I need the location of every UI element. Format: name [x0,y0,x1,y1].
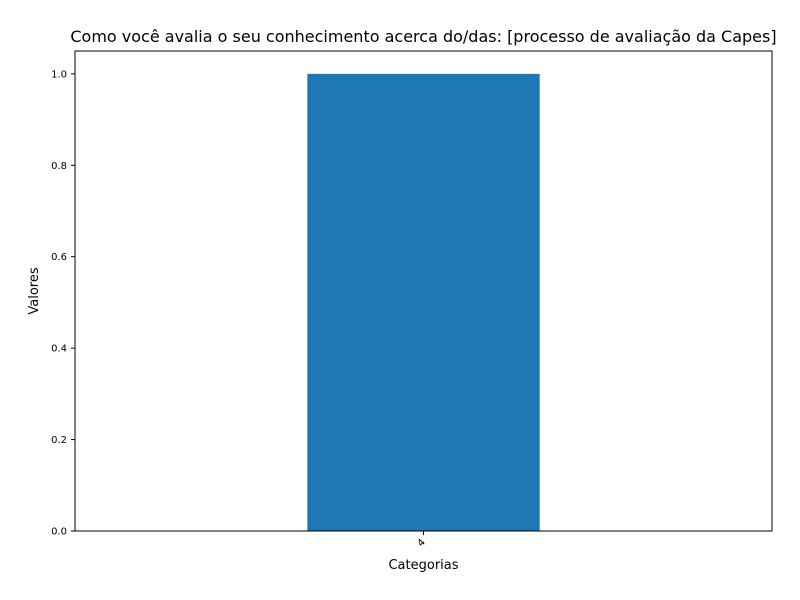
y-tick-label: 0.4 [51,344,67,355]
chart-title: Como você avalia o seu conhecimento acer… [70,27,776,46]
y-axis-ticks: 0.0 0.2 0.4 0.6 0.8 1.0 [51,69,75,538]
y-axis-label: Valores [27,267,42,314]
y-tick-label: 0.6 [51,252,67,263]
bar-4 [307,73,540,531]
y-tick-label: 1.0 [51,69,67,80]
y-tick-label: 0.0 [51,527,67,538]
x-tick-label: 4 [416,537,428,549]
bars-layer [307,73,540,531]
x-axis-ticks: 4 [416,531,428,549]
y-tick-label: 0.2 [51,435,67,446]
x-axis-label: Categorias [388,558,458,573]
y-tick-label: 0.8 [51,161,67,172]
